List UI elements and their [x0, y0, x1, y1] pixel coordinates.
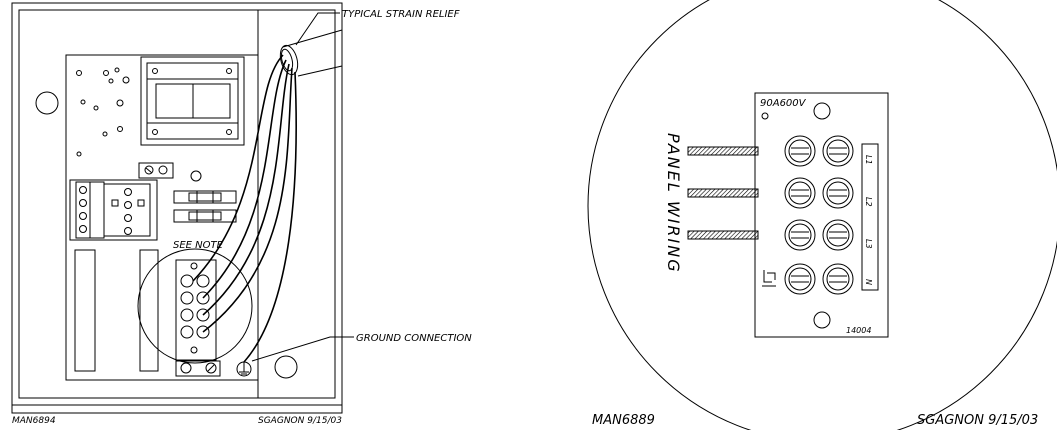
contactor	[69, 179, 158, 241]
panel-wiring-label: PANEL WIRING	[664, 133, 683, 274]
right-drawing-number: MAN6889	[592, 413, 655, 428]
din-rail-right	[139, 249, 159, 372]
screw-l2-right	[822, 177, 854, 209]
detail-circle	[587, 0, 1057, 430]
fuse-holders	[173, 190, 237, 223]
screw-n-left	[784, 263, 816, 295]
rating-symbol-icon	[761, 112, 769, 120]
screw-n-right	[822, 263, 854, 295]
mounting-hole-right	[274, 355, 298, 379]
ground-connection-label: GROUND CONNECTION	[356, 333, 472, 344]
terminal-screws	[784, 135, 854, 295]
supply-cable	[279, 29, 343, 77]
part-number-label: 14004	[846, 326, 871, 335]
plate-mount-hole-top	[813, 102, 831, 120]
din-rail-left	[74, 249, 96, 372]
panel-wire-l2	[687, 188, 759, 198]
terminal-detail-drawing	[587, 0, 1057, 430]
mounting-hole-left	[35, 91, 59, 115]
ground-leader	[251, 336, 354, 362]
supply-wires	[192, 54, 297, 363]
rating-label: 90A600V	[760, 98, 807, 109]
enclosure-drawing	[11, 2, 354, 414]
terminal-block	[175, 259, 217, 361]
backplate	[65, 54, 259, 381]
enclosure-inner	[18, 9, 336, 399]
panel-wire-l3	[687, 230, 759, 240]
backplate-holes	[76, 67, 202, 182]
terminal-label-l1: L1	[864, 155, 873, 165]
strain-relief-leader	[295, 12, 340, 46]
screw-l2-left	[784, 177, 816, 209]
plate-mount-hole-bottom	[813, 311, 831, 329]
terminal-label-l3: L3	[864, 239, 873, 249]
terminal-plate	[754, 92, 889, 338]
see-note-label: SEE NOTE	[173, 240, 224, 251]
left-author-date: SGAGNON 9/15/03	[258, 416, 342, 426]
terminal-label-n: N	[864, 279, 873, 285]
ground-symbol-icon	[762, 270, 776, 287]
ground-terminal	[175, 360, 252, 377]
screw-l1-left	[784, 135, 816, 167]
control-terminal	[138, 162, 174, 179]
strain-relief-label: TYPICAL STRAIN RELIEF	[342, 9, 460, 20]
screw-l1-right	[822, 135, 854, 167]
see-note-circle	[137, 248, 253, 364]
screw-l3-left	[784, 219, 816, 251]
phase-label-strip	[861, 143, 879, 291]
left-drawing-number: MAN6894	[12, 416, 56, 426]
transformer	[140, 56, 245, 146]
screw-l3-right	[822, 219, 854, 251]
enclosure-base	[11, 404, 343, 414]
panel-wire-l1	[687, 146, 759, 156]
right-author-date: SGAGNON 9/15/03	[917, 413, 1038, 428]
terminal-label-l2: L2	[864, 197, 873, 207]
